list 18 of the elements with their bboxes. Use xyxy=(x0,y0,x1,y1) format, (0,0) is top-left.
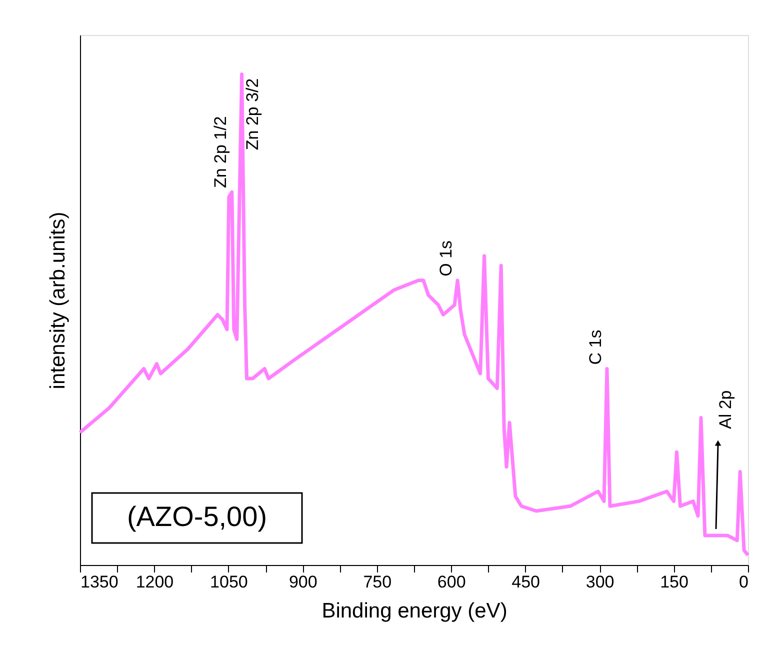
y-axis-title: intensity (arb.units) xyxy=(46,212,70,390)
x-tick-label: 1200 xyxy=(136,572,174,592)
annotation: O 1s xyxy=(436,240,456,276)
x-tick-label: 900 xyxy=(288,572,318,592)
x-tick-label: 1050 xyxy=(210,572,248,592)
annotation: Zn 2p 1/2 xyxy=(210,116,230,188)
annotation: (AZO-5,00) xyxy=(126,501,268,532)
x-tick-label: 750 xyxy=(363,572,392,592)
x-axis-title: Binding energy (eV) xyxy=(322,600,508,622)
x-tick-label: 150 xyxy=(660,572,688,592)
x-tick-label: 0 xyxy=(739,572,748,592)
annotation: Zn 2p 3/2 xyxy=(242,78,262,150)
annotation: Al 2p xyxy=(716,390,735,429)
annotation: C 1s xyxy=(586,330,605,365)
x-tick-label: 450 xyxy=(512,572,540,592)
x-tick-label: 600 xyxy=(437,572,466,592)
x-tick-label: 1350 xyxy=(80,572,118,592)
x-tick-label: 300 xyxy=(586,572,614,592)
